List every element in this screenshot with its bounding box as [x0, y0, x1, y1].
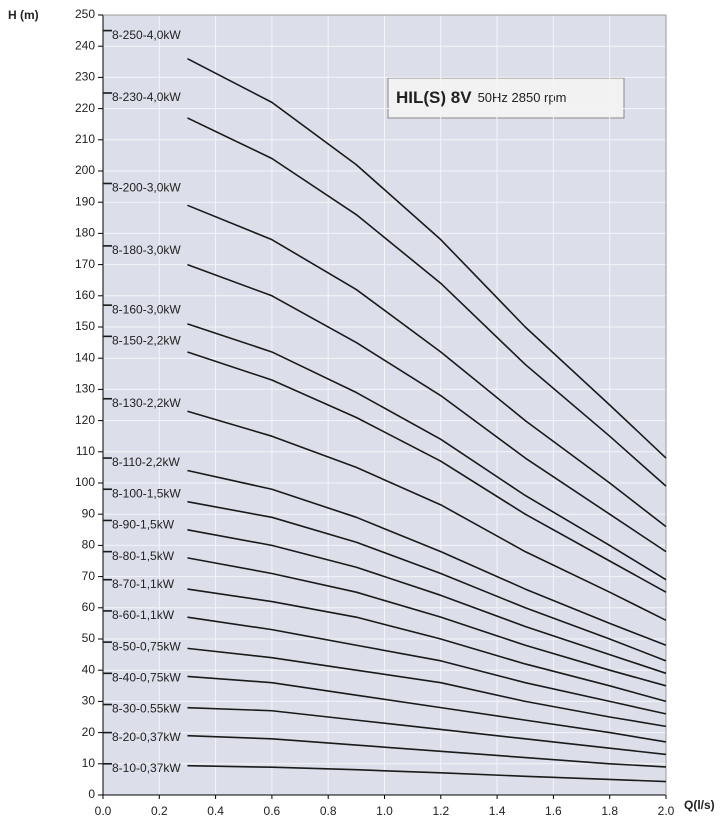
curve — [187, 57, 667, 459]
curve-label: 8-60-1,1kW — [112, 608, 175, 622]
title-box — [387, 77, 625, 119]
y-tick-label: 100 — [75, 475, 95, 489]
curve-label: 8-180-3,0kW — [112, 243, 181, 257]
curve-label: 8-110-2,2kW — [112, 455, 180, 469]
x-tick-label: 1.8 — [601, 804, 618, 818]
y-tick-label: 30 — [82, 694, 96, 708]
curve — [187, 117, 667, 487]
curve — [187, 557, 667, 687]
y-tick-label: 150 — [75, 319, 95, 333]
y-tick-label: 40 — [82, 662, 96, 676]
x-tick-label: 1.4 — [489, 804, 506, 818]
curve — [187, 351, 667, 593]
x-tick-label: 1.0 — [376, 804, 393, 818]
curve-label: 8-20-0,37kW — [112, 730, 181, 744]
curve-label: 8-130-2,2kW — [112, 396, 181, 410]
y-tick-label: 130 — [75, 382, 95, 396]
y-tick-label: 60 — [82, 600, 96, 614]
curve-label: 8-90-1,5kW — [112, 518, 175, 532]
x-tick-label: 0.8 — [320, 804, 337, 818]
y-axis-label: H (m) — [8, 8, 39, 22]
curve — [187, 675, 667, 743]
y-tick-label: 230 — [75, 70, 95, 84]
curve-label: 8-150-2,2kW — [112, 334, 181, 348]
curve — [187, 323, 667, 581]
chart-title: HIL(S) 8V — [396, 88, 472, 107]
y-tick-label: 50 — [82, 631, 96, 645]
curve-label: 8-230-4,0kW — [112, 90, 181, 104]
y-tick-label: 220 — [75, 101, 95, 115]
curve — [187, 263, 667, 553]
curve — [187, 616, 667, 715]
curve — [187, 588, 667, 703]
y-tick-label: 20 — [82, 725, 96, 739]
y-tick-label: 250 — [75, 7, 95, 21]
curve-label: 8-100-1,5kW — [112, 486, 181, 500]
x-tick-label: 1.6 — [545, 804, 562, 818]
curve-label: 8-80-1,5kW — [112, 549, 175, 563]
y-tick-label: 170 — [75, 257, 95, 271]
curve-label: 8-30-0.55kW — [112, 702, 181, 716]
curve-label: 8-160-3,0kW — [112, 302, 181, 316]
curve-label: 8-40-0,75kW — [112, 670, 181, 684]
y-tick-label: 180 — [75, 226, 95, 240]
curve — [187, 469, 667, 646]
x-tick-label: 0.0 — [95, 804, 112, 818]
curve — [187, 764, 667, 783]
y-tick-label: 200 — [75, 163, 95, 177]
curve — [187, 500, 667, 662]
curve — [187, 529, 667, 675]
y-tick-label: 80 — [82, 538, 96, 552]
curve-label: 8-50-0,75kW — [112, 639, 181, 653]
curve-label: 8-250-4,0kW — [112, 28, 181, 42]
curve-label: 8-70-1,1kW — [112, 577, 175, 591]
curve — [187, 734, 667, 768]
y-tick-label: 240 — [75, 38, 95, 52]
x-tick-label: 0.6 — [264, 804, 281, 818]
x-tick-label: 2.0 — [658, 804, 675, 818]
curve — [187, 706, 667, 756]
chart-subtitle: 50Hz 2850 rpm — [478, 90, 567, 105]
curve — [187, 647, 667, 728]
y-tick-label: 70 — [82, 569, 96, 583]
y-tick-label: 90 — [82, 506, 96, 520]
x-tick-label: 1.2 — [432, 804, 449, 818]
curve-label: 8-200-3,0kW — [112, 181, 181, 195]
y-tick-label: 190 — [75, 194, 95, 208]
x-tick-label: 0.4 — [207, 804, 224, 818]
curve — [187, 204, 667, 528]
y-tick-label: 210 — [75, 132, 95, 146]
y-tick-label: 160 — [75, 288, 95, 302]
x-axis-label: Q(l/s) — [684, 798, 715, 812]
y-tick-label: 120 — [75, 413, 95, 427]
curve-label: 8-10-0,37kW — [112, 761, 181, 775]
curve — [187, 410, 667, 621]
y-tick-label: 140 — [75, 350, 95, 364]
y-tick-label: 110 — [76, 444, 95, 458]
y-tick-label: 0 — [88, 787, 95, 801]
y-tick-label: 10 — [82, 756, 96, 770]
x-tick-label: 0.2 — [151, 804, 168, 818]
title-group: HIL(S) 8V 50Hz 2850 rpm — [396, 88, 566, 107]
